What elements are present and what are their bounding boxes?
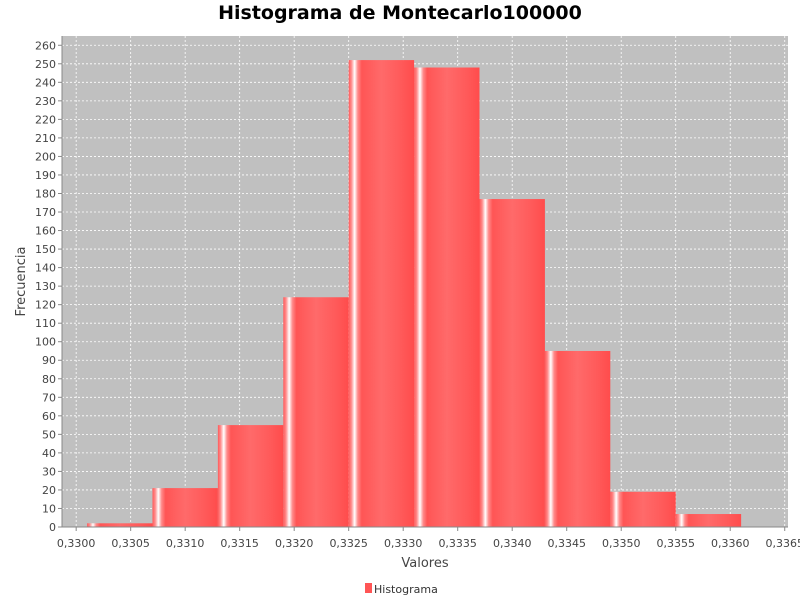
y-tick-label: 120 bbox=[35, 299, 56, 312]
x-tick-label: 0,3300 bbox=[57, 537, 96, 550]
y-tick-label: 140 bbox=[35, 262, 56, 275]
histogram-bar bbox=[217, 425, 284, 527]
y-tick-label: 250 bbox=[35, 58, 56, 71]
y-tick-label: 40 bbox=[42, 447, 56, 460]
y-tick-label: 20 bbox=[42, 484, 56, 497]
histogram-bar bbox=[283, 297, 349, 527]
histogram-bar bbox=[87, 523, 153, 527]
y-tick-label: 130 bbox=[35, 280, 56, 293]
y-axis-label: Frecuencia bbox=[14, 247, 29, 317]
x-tick-label: 0,3355 bbox=[656, 537, 695, 550]
histogram-bar bbox=[414, 67, 480, 528]
x-tick-label: 0,3325 bbox=[329, 537, 368, 550]
histogram-bar bbox=[610, 491, 676, 527]
y-tick-label: 10 bbox=[42, 502, 56, 515]
histogram-bar bbox=[544, 350, 611, 527]
x-tick-label: 0,3315 bbox=[220, 537, 259, 550]
y-tick-label: 110 bbox=[35, 317, 56, 330]
y-tick-label: 230 bbox=[35, 95, 56, 108]
y-tick-label: 60 bbox=[42, 410, 56, 423]
y-tick-label: 210 bbox=[35, 132, 56, 145]
x-tick-label: 0,3360 bbox=[711, 537, 750, 550]
x-tick-label: 0,3305 bbox=[111, 537, 150, 550]
legend: Histograma bbox=[365, 583, 438, 596]
y-tick-label: 150 bbox=[35, 243, 56, 256]
y-tick-label: 220 bbox=[35, 113, 56, 126]
y-tick-label: 260 bbox=[35, 39, 56, 52]
x-tick-label: 0,3330 bbox=[384, 537, 423, 550]
y-tick-label: 160 bbox=[35, 225, 56, 238]
y-tick-label: 180 bbox=[35, 187, 56, 200]
y-tick-label: 0 bbox=[49, 521, 56, 534]
histogram-bar bbox=[348, 60, 415, 527]
y-tick-label: 50 bbox=[42, 428, 56, 441]
y-tick-label: 30 bbox=[42, 465, 56, 478]
legend-swatch bbox=[365, 583, 372, 593]
histogram-bar bbox=[152, 488, 218, 527]
y-tick-label: 90 bbox=[42, 354, 56, 367]
x-tick-label: 0,3320 bbox=[275, 537, 314, 550]
bars bbox=[87, 60, 742, 528]
legend-label: Histograma bbox=[374, 583, 438, 596]
histogram-bar bbox=[675, 514, 742, 527]
chart-title: Histograma de Montecarlo100000 bbox=[218, 2, 582, 24]
y-tick-label: 80 bbox=[42, 373, 56, 386]
y-tick-label: 200 bbox=[35, 150, 56, 163]
x-tick-label: 0,3310 bbox=[166, 537, 205, 550]
y-tick-label: 70 bbox=[42, 391, 56, 404]
x-tick-label: 0,3365 bbox=[765, 537, 800, 550]
x-tick-label: 0,3340 bbox=[493, 537, 532, 550]
x-tick-label: 0,3350 bbox=[602, 537, 641, 550]
axes: 0 10 20 30 40 50 60 70 80 90 100 110 120 130 140 150 160… bbox=[35, 36, 800, 550]
x-tick-label: 0,3345 bbox=[547, 537, 586, 550]
x-tick-label: 0,3335 bbox=[438, 537, 477, 550]
x-axis-label: Valores bbox=[401, 556, 448, 571]
histogram-bar bbox=[479, 199, 545, 527]
y-tick-label: 170 bbox=[35, 206, 56, 219]
y-tick-label: 190 bbox=[35, 169, 56, 182]
y-tick-label: 240 bbox=[35, 76, 56, 89]
y-tick-label: 100 bbox=[35, 336, 56, 349]
